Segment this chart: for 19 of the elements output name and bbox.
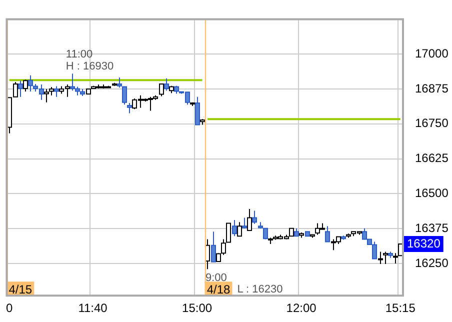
annotation: L : 16230 [237, 284, 283, 296]
annotation: 4/15 [8, 282, 32, 297]
annotation: H : 16930 [66, 60, 114, 73]
y-tick-label: 16500 [415, 186, 449, 200]
y-tick-label: 16250 [415, 256, 449, 270]
y-tick-label: 16875 [415, 81, 449, 96]
text: 16320 [407, 236, 441, 250]
annotation: 9:00 [205, 272, 227, 284]
x-tick-label: 15:15 [385, 301, 416, 316]
y-tick-label: 16750 [415, 116, 449, 130]
x-tick-label: 0 [6, 301, 13, 316]
x-tick-label: 12:00 [286, 301, 317, 316]
y-tick-label: 17000 [415, 46, 449, 60]
annotation: 4/18 [206, 282, 231, 297]
annotation: 11:00 [66, 48, 93, 61]
x-tick-label: 11:40 [78, 301, 108, 316]
y-tick-label: 16625 [415, 151, 449, 166]
x-tick-label: 15:00 [182, 301, 212, 316]
y-tick-label: 16375 [415, 220, 449, 235]
